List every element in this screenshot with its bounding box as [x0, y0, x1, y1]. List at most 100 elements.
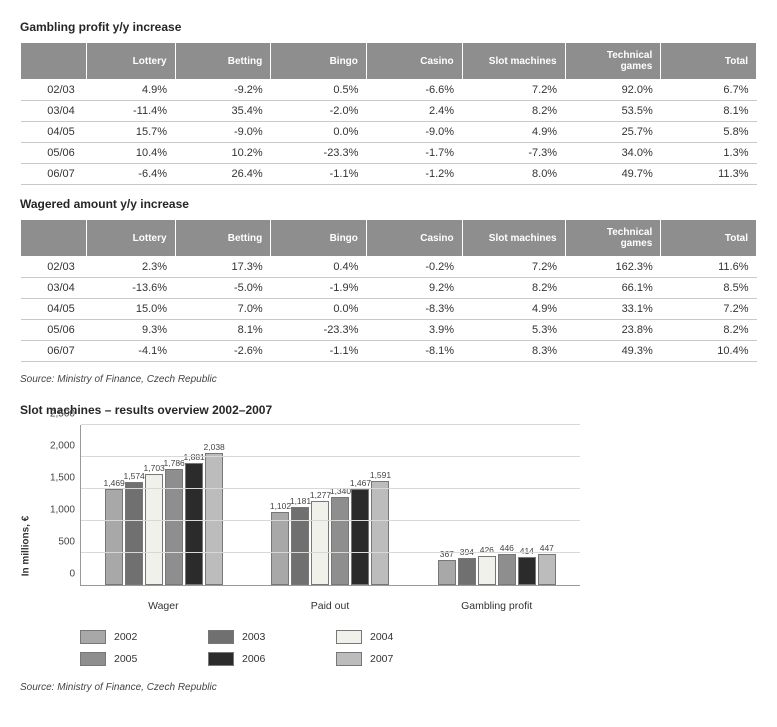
legend-item: 2002: [80, 630, 180, 644]
column-header: [21, 43, 87, 80]
bar-value-label: 1,277: [310, 490, 331, 500]
table-cell: 8.1%: [175, 320, 271, 341]
table-cell: 4.9%: [462, 299, 565, 320]
ytick-label: 2,500: [50, 409, 81, 420]
legend-swatch: [336, 630, 362, 644]
table-cell: 0.0%: [271, 122, 367, 143]
bar: 1,786: [165, 469, 183, 585]
table-cell: -11.4%: [87, 101, 175, 122]
table-cell: -1.9%: [271, 278, 367, 299]
legend-item: 2007: [336, 652, 436, 666]
legend-swatch: [336, 652, 362, 666]
bar: 1,469: [105, 489, 123, 585]
bar-value-label: 426: [480, 545, 494, 555]
bar-value-label: 414: [520, 546, 534, 556]
column-header: Casino: [366, 43, 462, 80]
table-cell: 02/03: [21, 80, 87, 101]
table-cell: -23.3%: [271, 320, 367, 341]
table-cell: -8.3%: [366, 299, 462, 320]
table-cell: 7.2%: [462, 257, 565, 278]
table-cell: 9.3%: [87, 320, 175, 341]
bar: 446: [498, 554, 516, 585]
table-cell: -6.4%: [87, 164, 175, 185]
column-header: Technical games: [565, 43, 661, 80]
table-cell: 0.0%: [271, 299, 367, 320]
ytick-label: 2,000: [50, 441, 81, 452]
legend-label: 2003: [242, 631, 265, 643]
legend-swatch: [80, 652, 106, 666]
table-cell: -9.0%: [175, 122, 271, 143]
table-cell: 25.7%: [565, 122, 661, 143]
slot-machines-chart: In millions, € 1,4691,5741,7031,7861,881…: [20, 425, 580, 666]
table-cell: 9.2%: [366, 278, 462, 299]
table-cell: 10.4%: [661, 341, 757, 362]
xlabel: Gambling profit: [413, 600, 580, 612]
table2: LotteryBettingBingoCasinoSlot machinesTe…: [20, 219, 757, 362]
ytick-label: 1,500: [50, 473, 81, 484]
table1: LotteryBettingBingoCasinoSlot machinesTe…: [20, 42, 757, 185]
table-cell: 8.2%: [661, 320, 757, 341]
table-cell: 1.3%: [661, 143, 757, 164]
table-cell: 6.7%: [661, 80, 757, 101]
table-row: 04/0515.7%-9.0%0.0%-9.0%4.9%25.7%5.8%: [21, 122, 757, 143]
legend-label: 2005: [114, 653, 137, 665]
legend-item: 2004: [336, 630, 436, 644]
table-row: 02/034.9%-9.2%0.5%-6.6%7.2%92.0%6.7%: [21, 80, 757, 101]
bar-value-label: 1,467: [350, 478, 371, 488]
bar: 1,574: [125, 482, 143, 585]
table-cell: -0.2%: [366, 257, 462, 278]
table-cell: 8.5%: [661, 278, 757, 299]
xlabel: Wager: [80, 600, 247, 612]
table-row: 05/069.3%8.1%-23.3%3.9%5.3%23.8%8.2%: [21, 320, 757, 341]
bar: 1,340: [331, 497, 349, 585]
table2-title: Wagered amount y/y increase: [20, 197, 757, 211]
table-cell: -1.1%: [271, 341, 367, 362]
table-cell: -5.0%: [175, 278, 271, 299]
bar: 447: [538, 554, 556, 585]
bar: 1,277: [311, 501, 329, 585]
bar: 1,881: [185, 463, 203, 585]
table-row: 05/0610.4%10.2%-23.3%-1.7%-7.3%34.0%1.3%: [21, 143, 757, 164]
column-header: Technical games: [565, 220, 661, 257]
legend-label: 2006: [242, 653, 265, 665]
table-cell: 0.5%: [271, 80, 367, 101]
table-row: 02/032.3%17.3%0.4%-0.2%7.2%162.3%11.6%: [21, 257, 757, 278]
table-cell: 0.4%: [271, 257, 367, 278]
table-cell: 11.6%: [661, 257, 757, 278]
table-cell: 05/06: [21, 143, 87, 164]
table-row: 04/0515.0%7.0%0.0%-8.3%4.9%33.1%7.2%: [21, 299, 757, 320]
column-header: Total: [661, 220, 757, 257]
table-cell: 33.1%: [565, 299, 661, 320]
legend-swatch: [208, 630, 234, 644]
table-cell: 53.5%: [565, 101, 661, 122]
column-header: Lottery: [87, 43, 175, 80]
table-cell: 2.4%: [366, 101, 462, 122]
bar: 367: [438, 560, 456, 585]
bar-group: 1,4691,5741,7031,7861,8812,038: [81, 425, 247, 585]
bar-value-label: 1,786: [164, 458, 185, 468]
column-header: [21, 220, 87, 257]
table-cell: 03/04: [21, 101, 87, 122]
bar-value-label: 367: [440, 549, 454, 559]
table-cell: 5.3%: [462, 320, 565, 341]
bar-group: 1,1021,1811,2771,3401,4671,591: [247, 425, 413, 585]
table-cell: 04/05: [21, 299, 87, 320]
chart-ylabel: In millions, €: [21, 515, 32, 576]
table-cell: -9.2%: [175, 80, 271, 101]
table-cell: -1.2%: [366, 164, 462, 185]
table-cell: 04/05: [21, 122, 87, 143]
table2-source: Source: Ministry of Finance, Czech Repub…: [20, 374, 757, 385]
bar-value-label: 1,469: [104, 478, 125, 488]
table-cell: 7.2%: [661, 299, 757, 320]
table-cell: 05/06: [21, 320, 87, 341]
chart-source: Source: Ministry of Finance, Czech Repub…: [20, 682, 757, 693]
table-cell: 35.4%: [175, 101, 271, 122]
legend-label: 2004: [370, 631, 393, 643]
legend-item: 2006: [208, 652, 308, 666]
column-header: Casino: [366, 220, 462, 257]
legend-item: 2005: [80, 652, 180, 666]
table-cell: 23.8%: [565, 320, 661, 341]
table-cell: 02/03: [21, 257, 87, 278]
table-cell: 162.3%: [565, 257, 661, 278]
table-cell: 10.4%: [87, 143, 175, 164]
